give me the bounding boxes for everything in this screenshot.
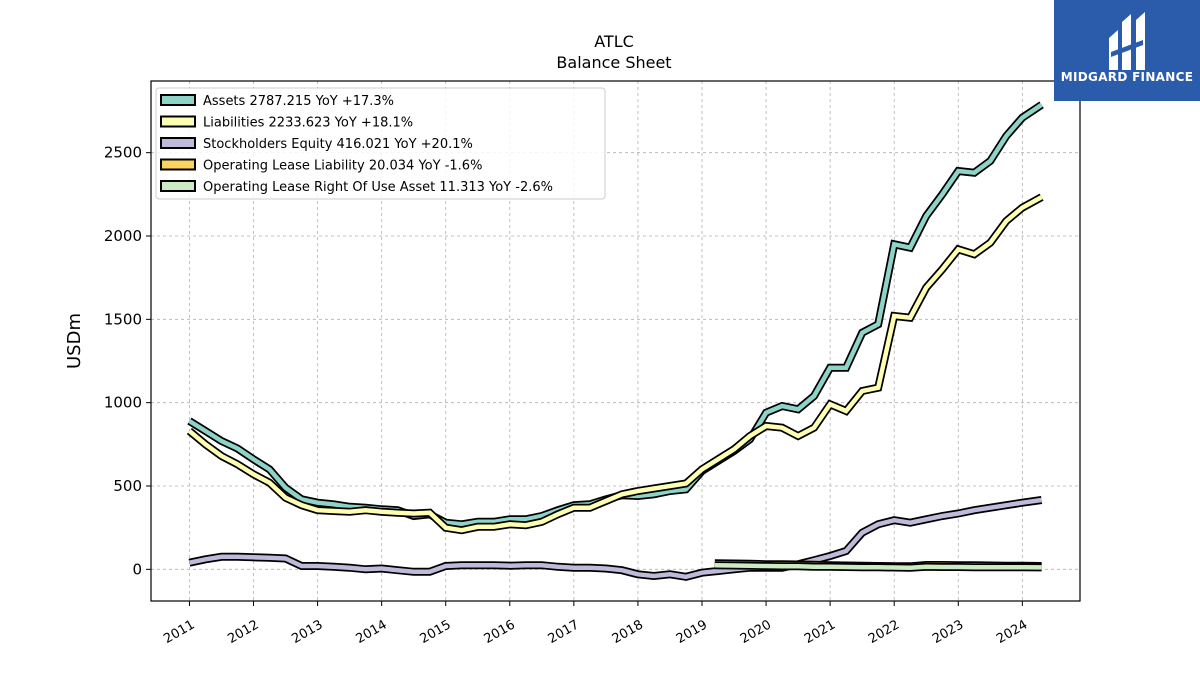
y-tick-layer: 0 500 1000 1500 2000 2500	[104, 144, 151, 578]
y-tick-label: 1500	[104, 310, 142, 328]
plot-frame	[150, 80, 1081, 602]
y-tick-label: 1000	[104, 394, 142, 412]
legend-box	[155, 87, 606, 200]
series-line-operating-lease-right-of-use-asset	[714, 562, 1042, 570]
legend-label-liabilities: Liabilities 2233.623 YoY +18.1%	[203, 116, 413, 131]
series-line-liabilities	[187, 195, 1043, 533]
legend-swatch-liabilities	[160, 115, 196, 128]
legend: Assets 2787.215 YoY +17.3% Liabilities 22…	[155, 87, 606, 200]
chart-subtitle: Balance Sheet	[556, 53, 671, 72]
y-tick-label: 2500	[104, 144, 142, 162]
legend-label-operating-lease-liability: Operating Lease Liability 20.034 YoY -1.…	[203, 159, 482, 174]
legend-swatch-operating-lease-right-of-use-asset	[160, 180, 196, 192]
y-tick-label: 0	[132, 560, 142, 578]
y-axis-label: USDm	[64, 313, 85, 369]
legend-swatch-assets	[160, 94, 196, 106]
legend-swatch-operating-lease-liability	[160, 158, 196, 171]
legend-label-stockholders-equity: Stockholders Equity 416.021 YoY +20.1%	[203, 137, 473, 152]
legend-entries: Assets 2787.215 YoY +17.3% Liabilities 22…	[160, 94, 553, 195]
y-tick-label: 500	[113, 477, 142, 495]
series-line-stockholders-equity	[188, 497, 1042, 580]
legend-label-operating-lease-right-of-use-asset: Operating Lease Right Of Use Asset 11.31…	[203, 180, 553, 195]
legend-label-assets: Assets 2787.215 YoY +17.3%	[203, 94, 394, 109]
brand-logo: MIDGARD FINANCE	[1054, 0, 1200, 101]
chart-title: ATLC	[594, 32, 634, 51]
legend-swatch-stockholders-equity	[160, 137, 196, 149]
brand-logo-icon	[1109, 12, 1145, 70]
series-layer	[186, 101, 1044, 581]
brand-logo-text: MIDGARD FINANCE	[1061, 70, 1193, 84]
y-tick-label: 2000	[104, 227, 142, 245]
